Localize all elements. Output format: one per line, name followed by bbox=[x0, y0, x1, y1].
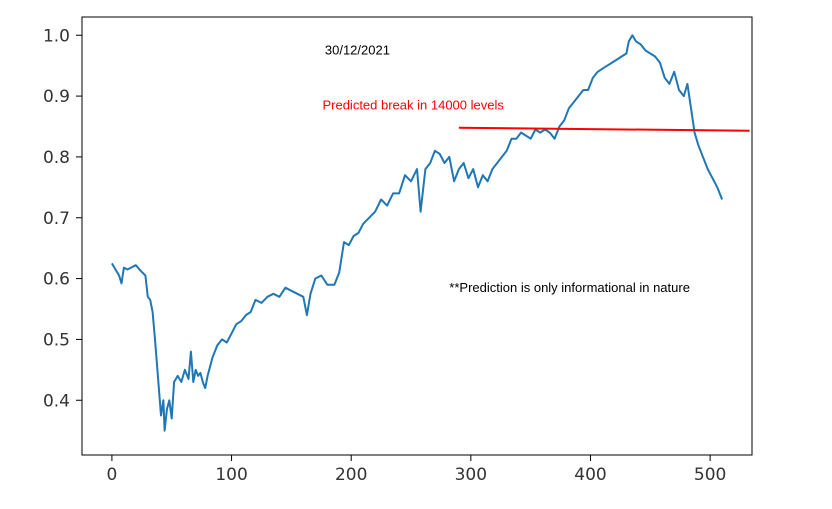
x-tick-label: 0 bbox=[106, 465, 117, 485]
y-tick-label: 0.8 bbox=[43, 148, 70, 168]
y-tick-label: 0.7 bbox=[43, 209, 70, 229]
annotations: 30/12/2021 Predicted break in 14000 level… bbox=[322, 43, 689, 295]
x-tick-label: 500 bbox=[694, 465, 726, 485]
x-tick-label: 200 bbox=[335, 465, 367, 485]
axis-ticks: 0 100 200 300 400 500 0.4 0.5 0.6 0.7 0.8 0.9 1.0 bbox=[43, 26, 726, 485]
x-tick-label: 100 bbox=[215, 465, 247, 485]
annotation-text: **Prediction is only informational in na… bbox=[449, 280, 690, 295]
y-tick-label: 0.5 bbox=[43, 330, 70, 350]
series-group bbox=[111, 34, 750, 432]
y-tick-label: 1.0 bbox=[43, 26, 70, 46]
series-line bbox=[111, 34, 724, 432]
x-tick-label: 300 bbox=[455, 465, 487, 485]
plot-frame bbox=[81, 16, 753, 456]
trend-line bbox=[458, 126, 750, 132]
y-tick-label: 0.9 bbox=[43, 87, 70, 107]
x-tick-label: 400 bbox=[574, 465, 606, 485]
y-tick-label: 0.4 bbox=[43, 391, 70, 411]
annotation-text: 30/12/2021 bbox=[325, 43, 390, 58]
y-tick-label: 0.6 bbox=[43, 270, 70, 290]
annotation-text: Predicted break in 14000 levels bbox=[322, 97, 504, 112]
